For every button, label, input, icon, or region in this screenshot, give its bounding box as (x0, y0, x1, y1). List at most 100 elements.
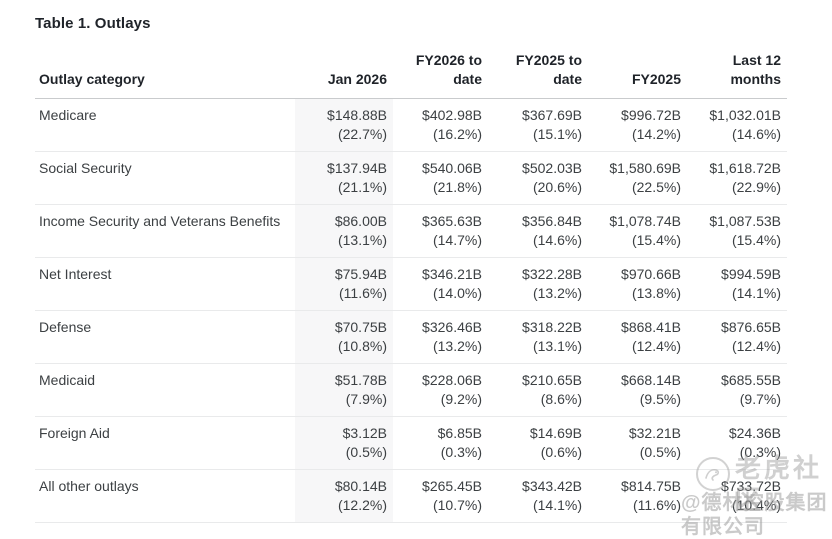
cell-value: $343.42B (522, 478, 582, 494)
cell-percent: (22.9%) (731, 179, 781, 195)
cell-percent: (13.1%) (532, 338, 582, 354)
fy2025-cell: $814.75B (11.6%) (588, 469, 687, 523)
column-header-fy2025: FY2025 (588, 51, 687, 99)
cell-value: $994.59B (721, 266, 781, 282)
cell-percent: (15.1%) (532, 126, 582, 142)
last-12-months-cell: $733.72B (10.4%) (687, 469, 787, 523)
column-header-jan-2026: Jan 2026 (295, 51, 393, 99)
jan-2026-cell: $70.75B (10.8%) (295, 310, 393, 364)
cell-value: $148.88B (327, 107, 387, 123)
column-header-fy2026-to-date: FY2026 to date (393, 51, 488, 99)
table-row: Net Interest $75.94B (11.6%) $346.21B (1… (35, 257, 787, 311)
cell-value: $75.94B (334, 266, 387, 282)
cell-value: $51.78B (334, 372, 387, 388)
cell-value: $1,078.74B (609, 213, 681, 229)
column-header-fy2025-to-date: FY2025 to date (488, 51, 588, 99)
last-12-months-cell: $1,618.72B (22.9%) (687, 151, 787, 205)
cell-percent: (15.4%) (731, 232, 781, 248)
cell-value: $318.22B (522, 319, 582, 335)
cell-value: $1,618.72B (709, 160, 781, 176)
fy2025-cell: $1,580.69B (22.5%) (588, 151, 687, 205)
fy2025-cell: $1,078.74B (15.4%) (588, 204, 687, 258)
fy2026-to-date-cell: $326.46B (13.2%) (393, 310, 488, 364)
cell-percent: (12.2%) (337, 497, 387, 513)
fy2025-to-date-cell: $343.42B (14.1%) (488, 469, 588, 523)
last-12-months-cell: $1,032.01B (14.6%) (687, 98, 787, 152)
cell-value: $876.65B (721, 319, 781, 335)
fy2026-to-date-cell: $346.21B (14.0%) (393, 257, 488, 311)
last-12-months-cell: $685.55B (9.7%) (687, 363, 787, 417)
cell-value: $502.03B (522, 160, 582, 176)
table-row: Foreign Aid $3.12B (0.5%) $6.85B (0.3%) … (35, 416, 787, 470)
table-row: Defense $70.75B (10.8%) $326.46B (13.2%)… (35, 310, 787, 364)
fy2025-to-date-cell: $210.65B (8.6%) (488, 363, 588, 417)
table-row: Income Security and Veterans Benefits $8… (35, 204, 787, 258)
outlay-category-cell: Income Security and Veterans Benefits (35, 204, 295, 258)
outlay-category-cell: Social Security (35, 151, 295, 205)
fy2025-to-date-cell: $322.28B (13.2%) (488, 257, 588, 311)
cell-percent: (0.6%) (540, 444, 582, 460)
cell-percent: (22.5%) (631, 179, 681, 195)
table-row: All other outlays $80.14B (12.2%) $265.4… (35, 469, 787, 523)
cell-value: $346.21B (422, 266, 482, 282)
cell-value: $265.45B (422, 478, 482, 494)
cell-percent: (21.1%) (337, 179, 387, 195)
cell-value: $1,032.01B (709, 107, 781, 123)
cell-value: $814.75B (621, 478, 681, 494)
cell-value: $996.72B (621, 107, 681, 123)
cell-percent: (9.2%) (440, 391, 482, 407)
cell-value: $868.41B (621, 319, 681, 335)
fy2025-to-date-cell: $502.03B (20.6%) (488, 151, 588, 205)
last-12-months-cell: $876.65B (12.4%) (687, 310, 787, 364)
fy2025-to-date-cell: $14.69B (0.6%) (488, 416, 588, 470)
header-row: Outlay category Jan 2026 FY2026 to date … (35, 51, 787, 99)
cell-value: $137.94B (327, 160, 387, 176)
cell-percent: (0.3%) (440, 444, 482, 460)
fy2025-to-date-cell: $356.84B (14.6%) (488, 204, 588, 258)
cell-percent: (13.2%) (432, 338, 482, 354)
cell-percent: (12.4%) (731, 338, 781, 354)
cell-value: $402.98B (422, 107, 482, 123)
outlay-category-cell: Medicaid (35, 363, 295, 417)
fy2026-to-date-cell: $6.85B (0.3%) (393, 416, 488, 470)
cell-value: $326.46B (422, 319, 482, 335)
cell-value: $1,087.53B (709, 213, 781, 229)
cell-percent: (14.1%) (532, 497, 582, 513)
cell-value: $322.28B (522, 266, 582, 282)
cell-value: $668.14B (621, 372, 681, 388)
fy2026-to-date-cell: $402.98B (16.2%) (393, 98, 488, 152)
cell-value: $24.36B (728, 425, 781, 441)
cell-percent: (10.4%) (731, 497, 781, 513)
fy2025-cell: $32.21B (0.5%) (588, 416, 687, 470)
jan-2026-cell: $75.94B (11.6%) (295, 257, 393, 311)
table-row: Medicare $148.88B (22.7%) $402.98B (16.2… (35, 98, 787, 152)
cell-percent: (13.8%) (631, 285, 681, 301)
cell-percent: (7.9%) (345, 391, 387, 407)
cell-percent: (13.1%) (337, 232, 387, 248)
cell-value: $540.06B (422, 160, 482, 176)
cell-percent: (14.6%) (731, 126, 781, 142)
cell-value: $685.55B (721, 372, 781, 388)
cell-value: $210.65B (522, 372, 582, 388)
jan-2026-cell: $148.88B (22.7%) (295, 98, 393, 152)
cell-percent: (14.2%) (631, 126, 681, 142)
cell-value: $80.14B (334, 478, 387, 494)
cell-percent: (9.7%) (739, 391, 781, 407)
cell-percent: (14.1%) (731, 285, 781, 301)
cell-value: $1,580.69B (609, 160, 681, 176)
outlay-category-cell: Net Interest (35, 257, 295, 311)
cell-value: $3.12B (342, 425, 387, 441)
cell-percent: (14.7%) (432, 232, 482, 248)
jan-2026-cell: $86.00B (13.1%) (295, 204, 393, 258)
fy2025-to-date-cell: $367.69B (15.1%) (488, 98, 588, 152)
cell-value: $6.85B (437, 425, 482, 441)
cell-percent: (16.2%) (432, 126, 482, 142)
cell-value: $14.69B (529, 425, 582, 441)
jan-2026-cell: $51.78B (7.9%) (295, 363, 393, 417)
cell-value: $733.72B (721, 478, 781, 494)
table-row: Social Security $137.94B (21.1%) $540.06… (35, 151, 787, 205)
cell-percent: (20.6%) (532, 179, 582, 195)
cell-percent: (11.6%) (339, 285, 387, 301)
cell-percent: (13.2%) (532, 285, 582, 301)
cell-percent: (15.4%) (631, 232, 681, 248)
